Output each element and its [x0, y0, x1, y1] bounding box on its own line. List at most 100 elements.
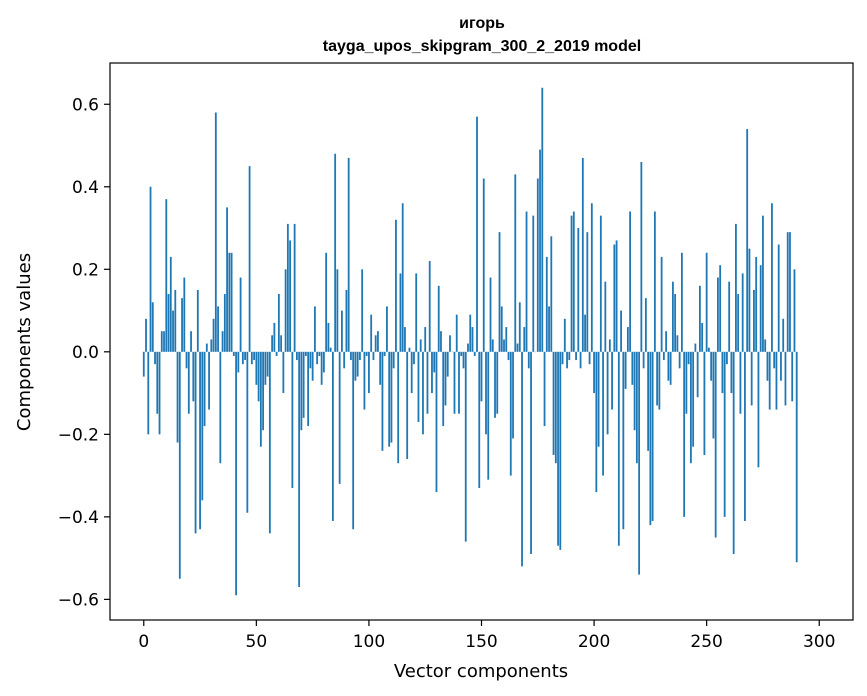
bar-component-109	[388, 351, 391, 447]
bar-component-238	[678, 351, 681, 369]
bar-component-106	[381, 351, 384, 451]
bar-component-77	[316, 351, 319, 365]
bar-component-162	[507, 351, 510, 361]
bar-component-131	[437, 285, 440, 352]
bar-component-118	[408, 347, 411, 352]
bar-component-146	[471, 327, 474, 352]
bar-component-264	[737, 294, 740, 352]
bar-component-89	[343, 351, 346, 369]
bar-component-141	[460, 351, 463, 356]
bar-component-272	[755, 256, 758, 352]
bar-component-150	[480, 351, 483, 402]
bar-component-285	[784, 351, 787, 406]
bar-component-144	[467, 343, 469, 352]
bar-component-65	[289, 240, 292, 352]
bar-component-169	[523, 327, 526, 352]
bar-component-95	[356, 351, 359, 377]
bar-component-24	[196, 289, 199, 352]
bar-component-85	[334, 153, 337, 352]
bar-component-222	[642, 351, 645, 369]
bar-component-194	[579, 351, 582, 369]
bar-component-218	[633, 351, 636, 431]
bar-component-80	[322, 351, 325, 373]
bar-component-128	[431, 351, 433, 394]
bar-component-102	[372, 351, 375, 361]
bar-component-276	[764, 339, 767, 352]
bar-component-234	[669, 351, 672, 385]
x-tick-label: 0	[138, 632, 149, 652]
bar-component-251	[708, 347, 710, 352]
bar-component-28	[205, 343, 208, 352]
bar-component-280	[773, 351, 776, 369]
bar-component-3	[149, 186, 152, 352]
bar-component-257	[721, 351, 724, 394]
bar-component-112	[395, 219, 397, 352]
bar-component-168	[521, 351, 523, 567]
bar-component-208	[611, 351, 613, 410]
bar-component-147	[473, 351, 476, 356]
bar-component-189	[568, 351, 571, 361]
bar-component-73	[307, 351, 310, 427]
bar-component-99	[365, 351, 368, 356]
bar-component-273	[757, 351, 760, 468]
bar-component-235	[671, 281, 674, 352]
bar-component-163	[509, 351, 512, 476]
bar-component-67	[293, 223, 296, 352]
bar-component-197	[586, 232, 589, 352]
bar-component-203	[599, 215, 602, 352]
bar-component-114	[399, 273, 402, 352]
bar-component-2	[147, 351, 150, 435]
bar-component-108	[386, 306, 388, 352]
bar-component-242	[687, 351, 690, 365]
bar-component-103	[374, 335, 377, 352]
bar-component-233	[667, 351, 670, 381]
bar-component-56	[268, 351, 271, 534]
bar-component-240	[683, 351, 686, 517]
bar-component-275	[762, 215, 764, 352]
bar-component-154	[489, 277, 492, 352]
bar-component-259	[726, 351, 728, 365]
bar-component-200	[593, 351, 595, 394]
bar-component-159	[500, 306, 503, 352]
bar-component-284	[782, 318, 785, 352]
bar-component-153	[487, 351, 490, 480]
bar-component-171	[527, 351, 530, 369]
bar-component-211	[617, 351, 620, 546]
bar-component-78	[318, 351, 321, 356]
bar-component-49	[253, 351, 255, 361]
bar-component-185	[559, 351, 562, 550]
bar-component-224	[647, 351, 650, 451]
bar-component-83	[329, 347, 332, 352]
bar-component-101	[370, 314, 373, 352]
bar-component-20	[187, 351, 190, 414]
bar-component-52	[259, 351, 262, 447]
bar-component-201	[595, 351, 598, 493]
bar-component-22	[192, 351, 195, 402]
bar-component-11	[167, 294, 170, 352]
bar-component-4	[151, 302, 154, 352]
bar-component-72	[304, 351, 307, 356]
bar-component-61	[280, 335, 283, 352]
bar-component-97	[361, 269, 364, 352]
bar-component-219	[635, 351, 638, 464]
bar-component-110	[390, 351, 393, 443]
bar-component-44	[241, 351, 244, 365]
bar-component-149	[478, 351, 481, 488]
bar-component-142	[462, 351, 465, 369]
bar-component-279	[771, 203, 773, 352]
bar-component-248	[701, 322, 704, 352]
bar-component-51	[257, 351, 260, 402]
bar-component-76	[313, 306, 316, 352]
bar-component-140	[458, 351, 460, 414]
bar-component-227	[653, 211, 656, 352]
bar-component-170	[525, 211, 528, 352]
y-tick-label: 0.4	[72, 178, 99, 198]
bar-component-186	[561, 351, 564, 365]
x-tick-label: 150	[465, 632, 497, 652]
bar-component-123	[419, 339, 422, 352]
bar-component-156	[494, 351, 496, 418]
bar-component-269	[748, 248, 751, 352]
bar-component-258	[723, 351, 726, 517]
bar-component-217	[631, 351, 634, 385]
bar-component-151	[482, 178, 485, 352]
